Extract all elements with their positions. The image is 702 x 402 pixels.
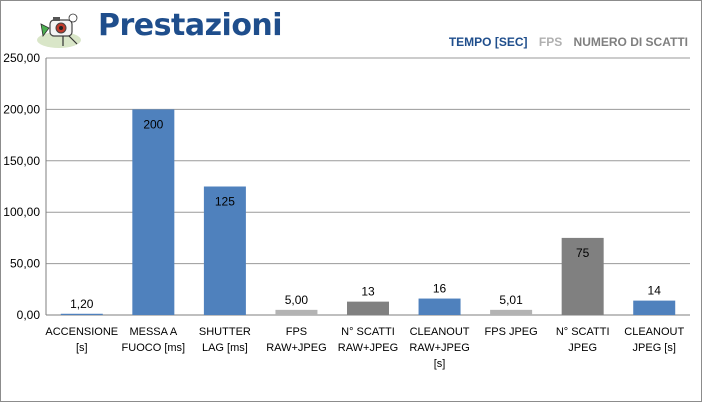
camera-mascot-logo xyxy=(37,13,81,48)
legend-item-tempo: TEMPO [SEC] xyxy=(448,35,528,49)
bar-2 xyxy=(203,186,246,315)
category-label-4: RAW+JPEG xyxy=(338,342,398,354)
category-label-6: FPS JPEG xyxy=(485,326,538,338)
category-label-8: JPEG [s] xyxy=(633,342,676,354)
data-label-7: 75 xyxy=(576,246,590,260)
category-label-7: JPEG xyxy=(568,342,597,354)
category-label-1: MESSA A xyxy=(129,326,177,338)
category-label-8: CLEANOUT xyxy=(624,326,684,338)
data-label-2: 125 xyxy=(215,195,235,209)
legend-item-fps: FPS xyxy=(538,35,563,49)
bar-5 xyxy=(418,298,461,315)
bar-7 xyxy=(561,237,604,315)
y-tick-label: 100,00 xyxy=(3,205,40,219)
category-label-5: [s] xyxy=(434,358,446,370)
category-label-7: N° SCATTI xyxy=(556,326,610,338)
category-label-5: RAW+JPEG xyxy=(409,342,469,354)
bar-8 xyxy=(633,300,676,315)
bar-1 xyxy=(132,109,175,316)
bar-0 xyxy=(60,313,103,315)
y-tick-label: 250,00 xyxy=(3,51,40,65)
category-label-2: SHUTTER xyxy=(199,326,251,338)
bar-3 xyxy=(275,309,318,315)
data-label-6: 5,01 xyxy=(499,293,523,307)
category-label-2: LAG [ms] xyxy=(202,342,248,354)
data-label-0: 1,20 xyxy=(70,297,94,311)
y-tick-label: 150,00 xyxy=(3,154,40,168)
category-label-4: N° SCATTI xyxy=(341,326,395,338)
legend-item-scatti: NUMERO DI SCATTI xyxy=(573,35,688,49)
category-label-3: FPS xyxy=(286,326,307,338)
data-label-4: 13 xyxy=(361,285,375,299)
data-label-5: 16 xyxy=(433,282,447,296)
y-tick-label: 200,00 xyxy=(3,102,40,116)
legend: TEMPO [SEC] FPS NUMERO DI SCATTI xyxy=(441,35,688,49)
category-label-0: [s] xyxy=(76,342,88,354)
y-tick-label: 0,00 xyxy=(17,308,41,322)
page-title: Prestazioni xyxy=(98,8,283,43)
data-label-3: 5,00 xyxy=(285,293,309,307)
category-label-0: ACCENSIONE xyxy=(45,326,118,338)
data-label-1: 200 xyxy=(143,117,163,131)
y-tick-label: 50,00 xyxy=(10,257,40,271)
data-label-8: 14 xyxy=(648,284,662,298)
bar-4 xyxy=(347,301,389,315)
bar-6 xyxy=(490,309,533,315)
category-label-1: FUOCO [ms] xyxy=(122,342,186,354)
category-label-3: RAW+JPEG xyxy=(266,342,326,354)
category-label-5: CLEANOUT xyxy=(410,326,470,338)
